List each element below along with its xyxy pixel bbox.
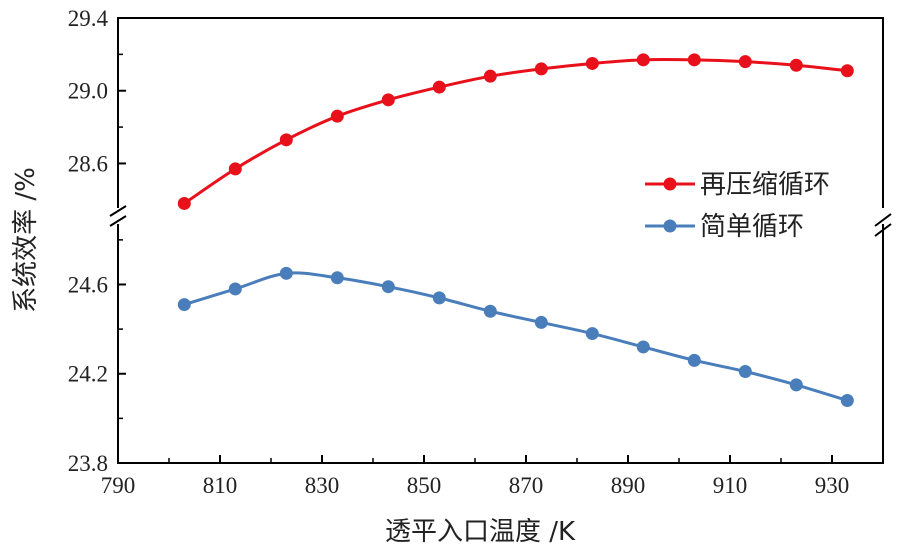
y-tick-label: 28.6 — [68, 151, 108, 176]
y-axis-ticks: 28.6 29.0 29.4 23.8 24.2 24.6 — [68, 6, 126, 476]
y-axis-break-right — [873, 208, 893, 237]
series-point-1 — [840, 394, 854, 408]
series-point-0 — [483, 69, 497, 83]
series-point-0 — [534, 62, 548, 76]
x-tick-label: 870 — [509, 473, 544, 498]
series-point-1 — [432, 291, 446, 305]
series-point-1 — [738, 365, 752, 379]
x-axis-ticks: 790 810 830 850 870 890 910 930 — [101, 455, 850, 498]
series-point-1 — [483, 304, 497, 318]
series-point-1 — [789, 378, 803, 392]
series-point-1 — [636, 340, 650, 354]
series-point-0 — [177, 196, 191, 210]
x-tick-label: 910 — [713, 473, 748, 498]
series-layer — [177, 53, 854, 408]
series-line-1 — [183, 271, 848, 402]
x-tick-label: 830 — [305, 473, 340, 498]
x-axis-title: 透平入口温度 /K — [385, 517, 576, 547]
x-tick-label: 890 — [611, 473, 646, 498]
series-point-1 — [177, 298, 191, 312]
series-point-1 — [534, 315, 548, 329]
series-point-1 — [381, 280, 395, 294]
series-point-0 — [279, 133, 293, 147]
legend-marker-1 — [663, 219, 677, 233]
series-point-0 — [636, 53, 650, 67]
y-axis-break-left — [108, 205, 128, 227]
y-axis-title: 系统效率 /% — [11, 167, 41, 313]
y-tick-label: 23.8 — [68, 451, 108, 476]
x-tick-label: 810 — [203, 473, 238, 498]
y-tick-label: 24.2 — [68, 362, 108, 387]
series-point-0 — [381, 93, 395, 107]
series-point-0 — [840, 64, 854, 78]
series-point-0 — [432, 80, 446, 94]
y-tick-label: 29.0 — [68, 79, 108, 104]
series-point-0 — [330, 109, 344, 123]
series-point-0 — [228, 162, 242, 176]
series-point-0 — [789, 58, 803, 72]
series-point-1 — [687, 353, 701, 367]
series-point-1 — [279, 266, 293, 280]
series-point-1 — [330, 271, 344, 285]
x-tick-label: 930 — [815, 473, 850, 498]
legend-label-0: 再压缩循环 — [700, 170, 830, 200]
series-point-0 — [738, 55, 752, 69]
series-point-1 — [585, 327, 599, 341]
legend-marker-0 — [663, 177, 677, 191]
x-tick-label: 850 — [407, 473, 442, 498]
series-point-1 — [228, 282, 242, 296]
legend-label-1: 简单循环 — [700, 212, 804, 242]
y-tick-label: 24.6 — [68, 272, 108, 297]
series-point-0 — [585, 56, 599, 70]
series-point-0 — [687, 53, 701, 67]
y-tick-label: 29.4 — [68, 6, 109, 31]
x-tick-label: 790 — [101, 473, 136, 498]
